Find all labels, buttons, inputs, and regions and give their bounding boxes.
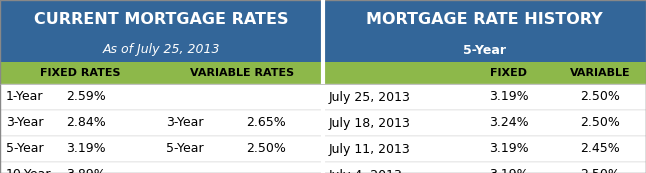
Text: CURRENT MORTGAGE RATES: CURRENT MORTGAGE RATES xyxy=(34,11,289,26)
Bar xyxy=(0,62,323,84)
Text: 2.84%: 2.84% xyxy=(66,116,106,130)
Text: July 11, 2013: July 11, 2013 xyxy=(329,143,411,156)
Text: 2.50%: 2.50% xyxy=(580,169,620,173)
Text: July 25, 2013: July 25, 2013 xyxy=(329,90,411,103)
Text: 3.19%: 3.19% xyxy=(488,143,528,156)
Text: VARIABLE: VARIABLE xyxy=(570,68,630,78)
Text: 5-Year: 5-Year xyxy=(463,43,506,57)
Text: 2.50%: 2.50% xyxy=(580,116,620,130)
Bar xyxy=(0,136,323,162)
Bar xyxy=(323,62,646,84)
Text: 2.50%: 2.50% xyxy=(580,90,620,103)
Text: VARIABLE RATES: VARIABLE RATES xyxy=(190,68,295,78)
Bar xyxy=(323,84,646,110)
Bar xyxy=(0,0,323,62)
Text: FIXED RATES: FIXED RATES xyxy=(41,68,121,78)
Text: 5-Year: 5-Year xyxy=(6,143,44,156)
Bar xyxy=(323,162,646,173)
Bar xyxy=(0,162,323,173)
Text: 2.59%: 2.59% xyxy=(66,90,106,103)
Bar xyxy=(0,110,323,136)
Text: 3.19%: 3.19% xyxy=(488,90,528,103)
Bar xyxy=(323,110,646,136)
Text: 3-Year: 3-Year xyxy=(6,116,43,130)
Text: 1-Year: 1-Year xyxy=(6,90,43,103)
Text: 2.50%: 2.50% xyxy=(246,143,286,156)
Text: 3.19%: 3.19% xyxy=(488,169,528,173)
Text: 3.89%: 3.89% xyxy=(66,169,106,173)
Text: 3-Year: 3-Year xyxy=(166,116,203,130)
Text: MORTGAGE RATE HISTORY: MORTGAGE RATE HISTORY xyxy=(366,11,603,26)
Bar xyxy=(323,136,646,162)
Bar xyxy=(0,84,323,110)
Text: As of July 25, 2013: As of July 25, 2013 xyxy=(103,43,220,57)
Text: July 4, 2013: July 4, 2013 xyxy=(329,169,403,173)
Text: 5-Year: 5-Year xyxy=(166,143,203,156)
Text: 10-Year: 10-Year xyxy=(6,169,52,173)
Text: 3.19%: 3.19% xyxy=(66,143,106,156)
Text: July 18, 2013: July 18, 2013 xyxy=(329,116,411,130)
Text: 2.65%: 2.65% xyxy=(246,116,286,130)
Bar xyxy=(323,0,646,62)
Text: FIXED: FIXED xyxy=(490,68,527,78)
Text: 2.45%: 2.45% xyxy=(580,143,620,156)
Text: 3.24%: 3.24% xyxy=(488,116,528,130)
